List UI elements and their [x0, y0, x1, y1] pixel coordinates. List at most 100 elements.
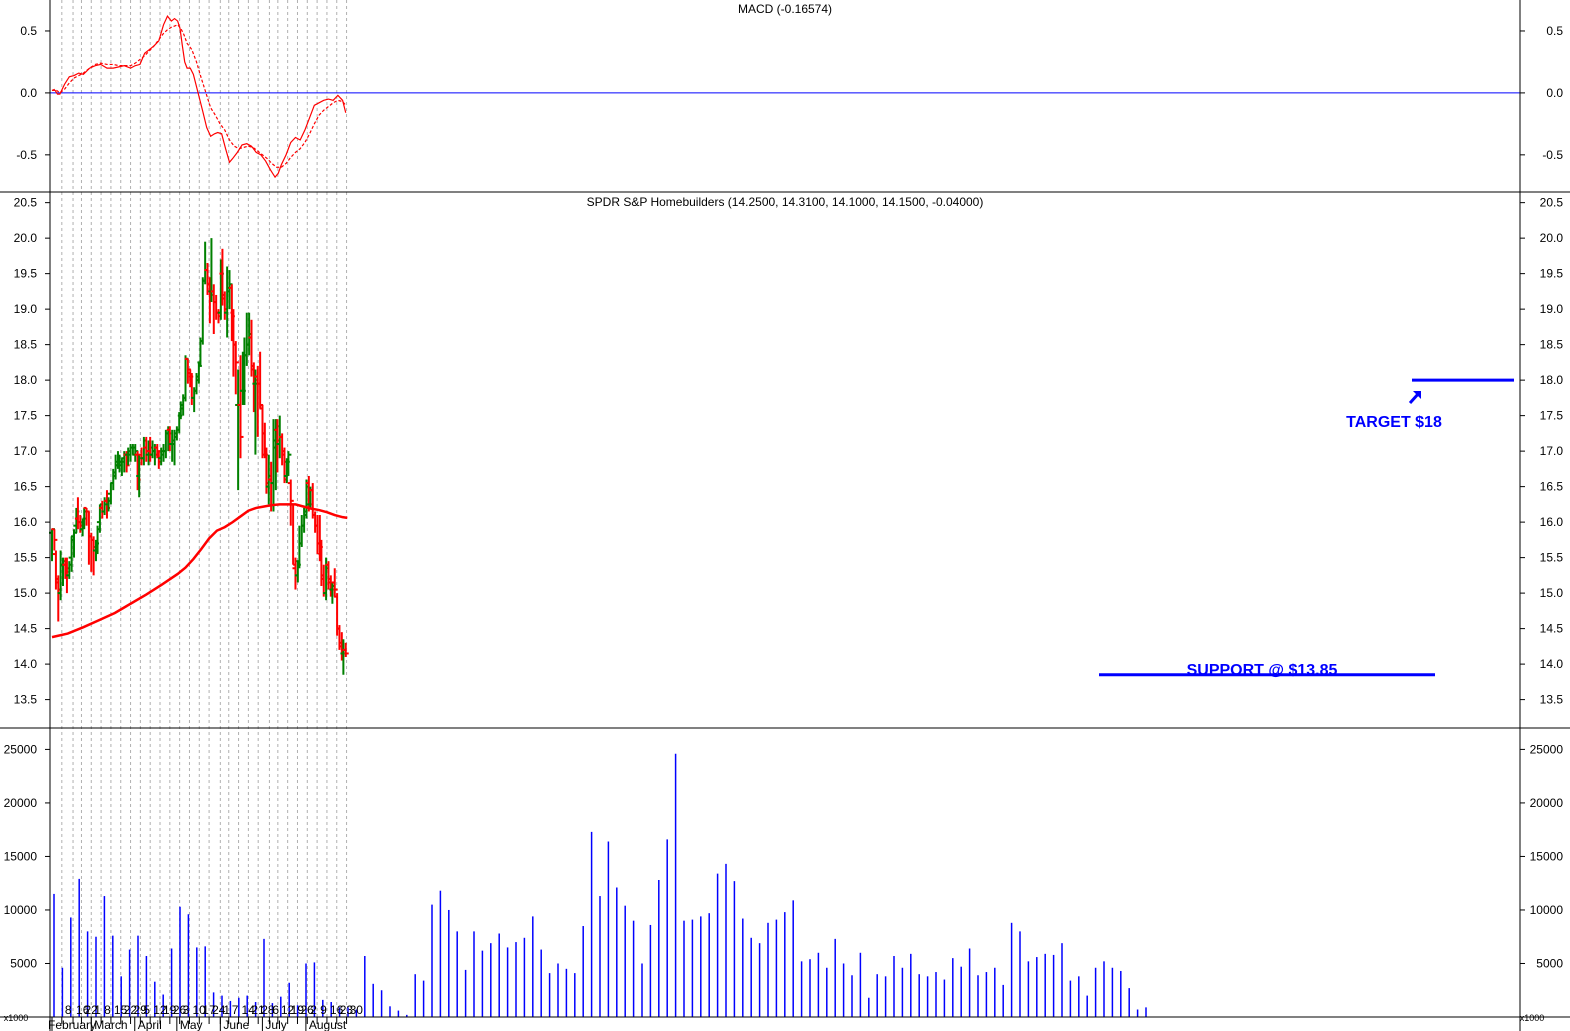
- ohlc-bar: [232, 341, 239, 395]
- support-label: SUPPORT @ $13.85: [1187, 662, 1338, 679]
- price-tick-label: 15.0: [14, 586, 38, 600]
- price-panel: SPDR S&P Homebuilders (14.2500, 14.3100,…: [49, 195, 983, 675]
- price-tick-label: 16.5: [1540, 480, 1564, 494]
- macd-title: MACD (-0.16574): [738, 2, 832, 16]
- price-title: SPDR S&P Homebuilders (14.2500, 14.3100,…: [587, 195, 984, 209]
- price-tick-label: 18.5: [14, 338, 38, 352]
- x-day-label: 3: [183, 1003, 190, 1017]
- volume-tick-label: 25000: [1530, 742, 1564, 756]
- ohlc-bar: [51, 528, 58, 551]
- target-label: TARGET $18: [1346, 414, 1442, 431]
- x-day-label: 22: [124, 1003, 138, 1017]
- x-month-label: February: [48, 1018, 96, 1031]
- volume-tick-label: 20000: [4, 796, 38, 810]
- price-tick-label: 15.5: [1540, 551, 1564, 565]
- macd-tick-label: 0.0: [1546, 86, 1563, 100]
- price-tick-label: 19.0: [1540, 302, 1564, 316]
- volume-tick-label: 15000: [1530, 849, 1564, 863]
- ohlc-bar: [287, 479, 294, 526]
- x-day-label: 10: [192, 1003, 206, 1017]
- x-day-label: 26: [173, 1003, 187, 1017]
- ohlc-bar: [331, 568, 338, 597]
- vertical-gridlines: [61, 0, 348, 1017]
- x-day-label: 28: [261, 1003, 275, 1017]
- ohlc-bar: [237, 355, 244, 459]
- x-day-label: 30: [350, 1003, 364, 1017]
- volume-tick-label: 10000: [1530, 903, 1564, 917]
- x-month-label: April: [138, 1018, 162, 1031]
- volume-tick-label: 10000: [4, 903, 38, 917]
- price-tick-label: 17.0: [1540, 444, 1564, 458]
- price-tick-label: 19.5: [14, 267, 38, 281]
- price-tick-label: 15.0: [1540, 586, 1564, 600]
- x-day-label: 1: [94, 1003, 101, 1017]
- price-tick-label: 14.5: [1540, 622, 1564, 636]
- price-tick-label: 17.5: [1540, 409, 1564, 423]
- x-day-label: 8: [104, 1003, 111, 1017]
- x-day-label: 12: [281, 1003, 295, 1017]
- x-month-label: July: [265, 1018, 286, 1031]
- price-tick-label: 19.0: [14, 302, 38, 316]
- x-day-label: 26: [300, 1003, 314, 1017]
- volume-panel: [53, 753, 1147, 1017]
- price-tick-label: 15.5: [14, 551, 38, 565]
- x-day-label: 17: [202, 1003, 216, 1017]
- macd-line: [52, 14, 347, 179]
- annotations: TARGET $18 SUPPORT @ $13.85 x1000 x1000: [4, 378, 1545, 1023]
- volume-tick-label: 20000: [1530, 796, 1564, 810]
- volume-tick-label: 5000: [1536, 956, 1563, 970]
- x-day-label: 12: [153, 1003, 167, 1017]
- x-day-label: 22: [84, 1003, 98, 1017]
- x-day-label: 5: [143, 1003, 150, 1017]
- price-tick-label: 16.5: [14, 480, 38, 494]
- x-day-label: 23: [340, 1003, 354, 1017]
- x-month-label: May: [180, 1018, 203, 1031]
- macd-tick-label: 0.5: [20, 24, 37, 38]
- x-day-label: 16: [330, 1003, 344, 1017]
- volume-tick-label: 25000: [4, 742, 38, 756]
- x-day-label: 7: [232, 1003, 239, 1017]
- price-tick-label: 20.0: [14, 231, 38, 245]
- price-tick-label: 16.0: [1540, 515, 1564, 529]
- x-day-label: 9: [320, 1003, 327, 1017]
- price-tick-label: 18.5: [1540, 338, 1564, 352]
- price-tick-label: 13.5: [1540, 693, 1564, 707]
- macd-tick-label: -0.5: [16, 148, 37, 162]
- volume-unit-label-right: x1000: [1520, 1013, 1545, 1023]
- x-day-label: 16: [76, 1003, 90, 1017]
- price-tick-label: 20.5: [14, 196, 38, 210]
- x-day-label: 6: [272, 1003, 279, 1017]
- price-tick-label: 14.0: [14, 657, 38, 671]
- macd-panel: MACD (-0.16574): [50, 2, 1520, 179]
- x-day-label: 21: [251, 1003, 265, 1017]
- price-tick-label: 18.0: [1540, 373, 1564, 387]
- price-tick-label: 14.5: [14, 622, 38, 636]
- price-tick-label: 18.0: [14, 373, 38, 387]
- price-tick-label: 13.5: [14, 693, 38, 707]
- ohlc-bar: [342, 642, 349, 658]
- x-month-label: August: [309, 1018, 347, 1031]
- ohlc-bar: [285, 451, 292, 476]
- price-tick-label: 16.0: [14, 515, 38, 529]
- x-day-label: 19: [163, 1003, 177, 1017]
- price-tick-label: 17.5: [14, 409, 38, 423]
- x-day-label: 24: [212, 1003, 226, 1017]
- x-day-label: 1: [223, 1003, 230, 1017]
- price-tick-label: 14.0: [1540, 657, 1564, 671]
- target-arrow-head: [1413, 391, 1421, 399]
- x-day-label: 2: [310, 1003, 317, 1017]
- volume-unit-label-left: x1000: [4, 1013, 29, 1023]
- volume-tick-label: 5000: [10, 956, 37, 970]
- x-month-label: March: [94, 1018, 127, 1031]
- price-tick-label: 19.5: [1540, 267, 1564, 281]
- price-tick-label: 20.0: [1540, 231, 1564, 245]
- x-day-label: 29: [134, 1003, 148, 1017]
- macd-tick-label: 0.5: [1546, 24, 1563, 38]
- price-tick-label: 17.0: [14, 444, 38, 458]
- macd-tick-label: -0.5: [1542, 148, 1563, 162]
- x-day-label: 19: [291, 1003, 305, 1017]
- x-day-label: 15: [114, 1003, 128, 1017]
- macd-tick-label: 0.0: [20, 86, 37, 100]
